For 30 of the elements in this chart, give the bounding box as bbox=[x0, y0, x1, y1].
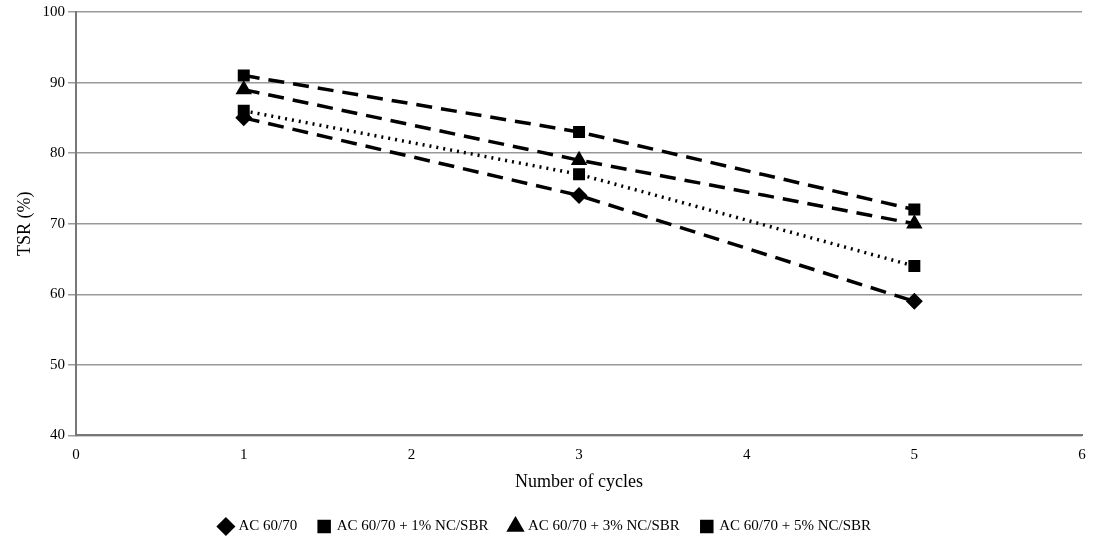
x-tick-label: 0 bbox=[72, 446, 80, 463]
point bbox=[236, 81, 251, 95]
point bbox=[908, 260, 921, 273]
y-tick-label: 40 bbox=[50, 426, 66, 443]
x-tick-label: 4 bbox=[742, 446, 751, 463]
point bbox=[907, 215, 922, 229]
y-tick-label: 90 bbox=[50, 73, 66, 90]
point bbox=[237, 69, 250, 82]
point bbox=[908, 203, 921, 216]
y-tick-label: 80 bbox=[50, 144, 66, 161]
x-tick-label: 5 bbox=[910, 446, 919, 463]
point bbox=[571, 187, 587, 204]
y-axis-title: TSR (%) bbox=[13, 191, 35, 256]
y-tick-label: 70 bbox=[50, 214, 66, 231]
x-tick-label: 1 bbox=[240, 446, 248, 463]
point bbox=[572, 152, 586, 165]
legend-label: AC 60/70 bbox=[238, 517, 298, 534]
x-tick-label: 2 bbox=[407, 446, 416, 463]
y-tick-label: 50 bbox=[50, 355, 66, 372]
point bbox=[906, 293, 923, 310]
legend-label: AC 60/70 + 5% NC/SBR bbox=[719, 517, 872, 534]
point bbox=[573, 168, 586, 181]
x-tick-label: 6 bbox=[1078, 446, 1087, 463]
y-tick-label: 100 bbox=[42, 2, 66, 19]
point bbox=[573, 125, 586, 138]
legend-label: AC 60/70 + 3% NC/SBR bbox=[527, 517, 680, 534]
legend-label: AC 60/70 + 1% NC/SBR bbox=[336, 517, 489, 534]
x-tick-label: 3 bbox=[575, 446, 583, 463]
y-tick-label: 60 bbox=[50, 285, 66, 302]
x-axis-title: Number of cycles bbox=[515, 470, 644, 491]
